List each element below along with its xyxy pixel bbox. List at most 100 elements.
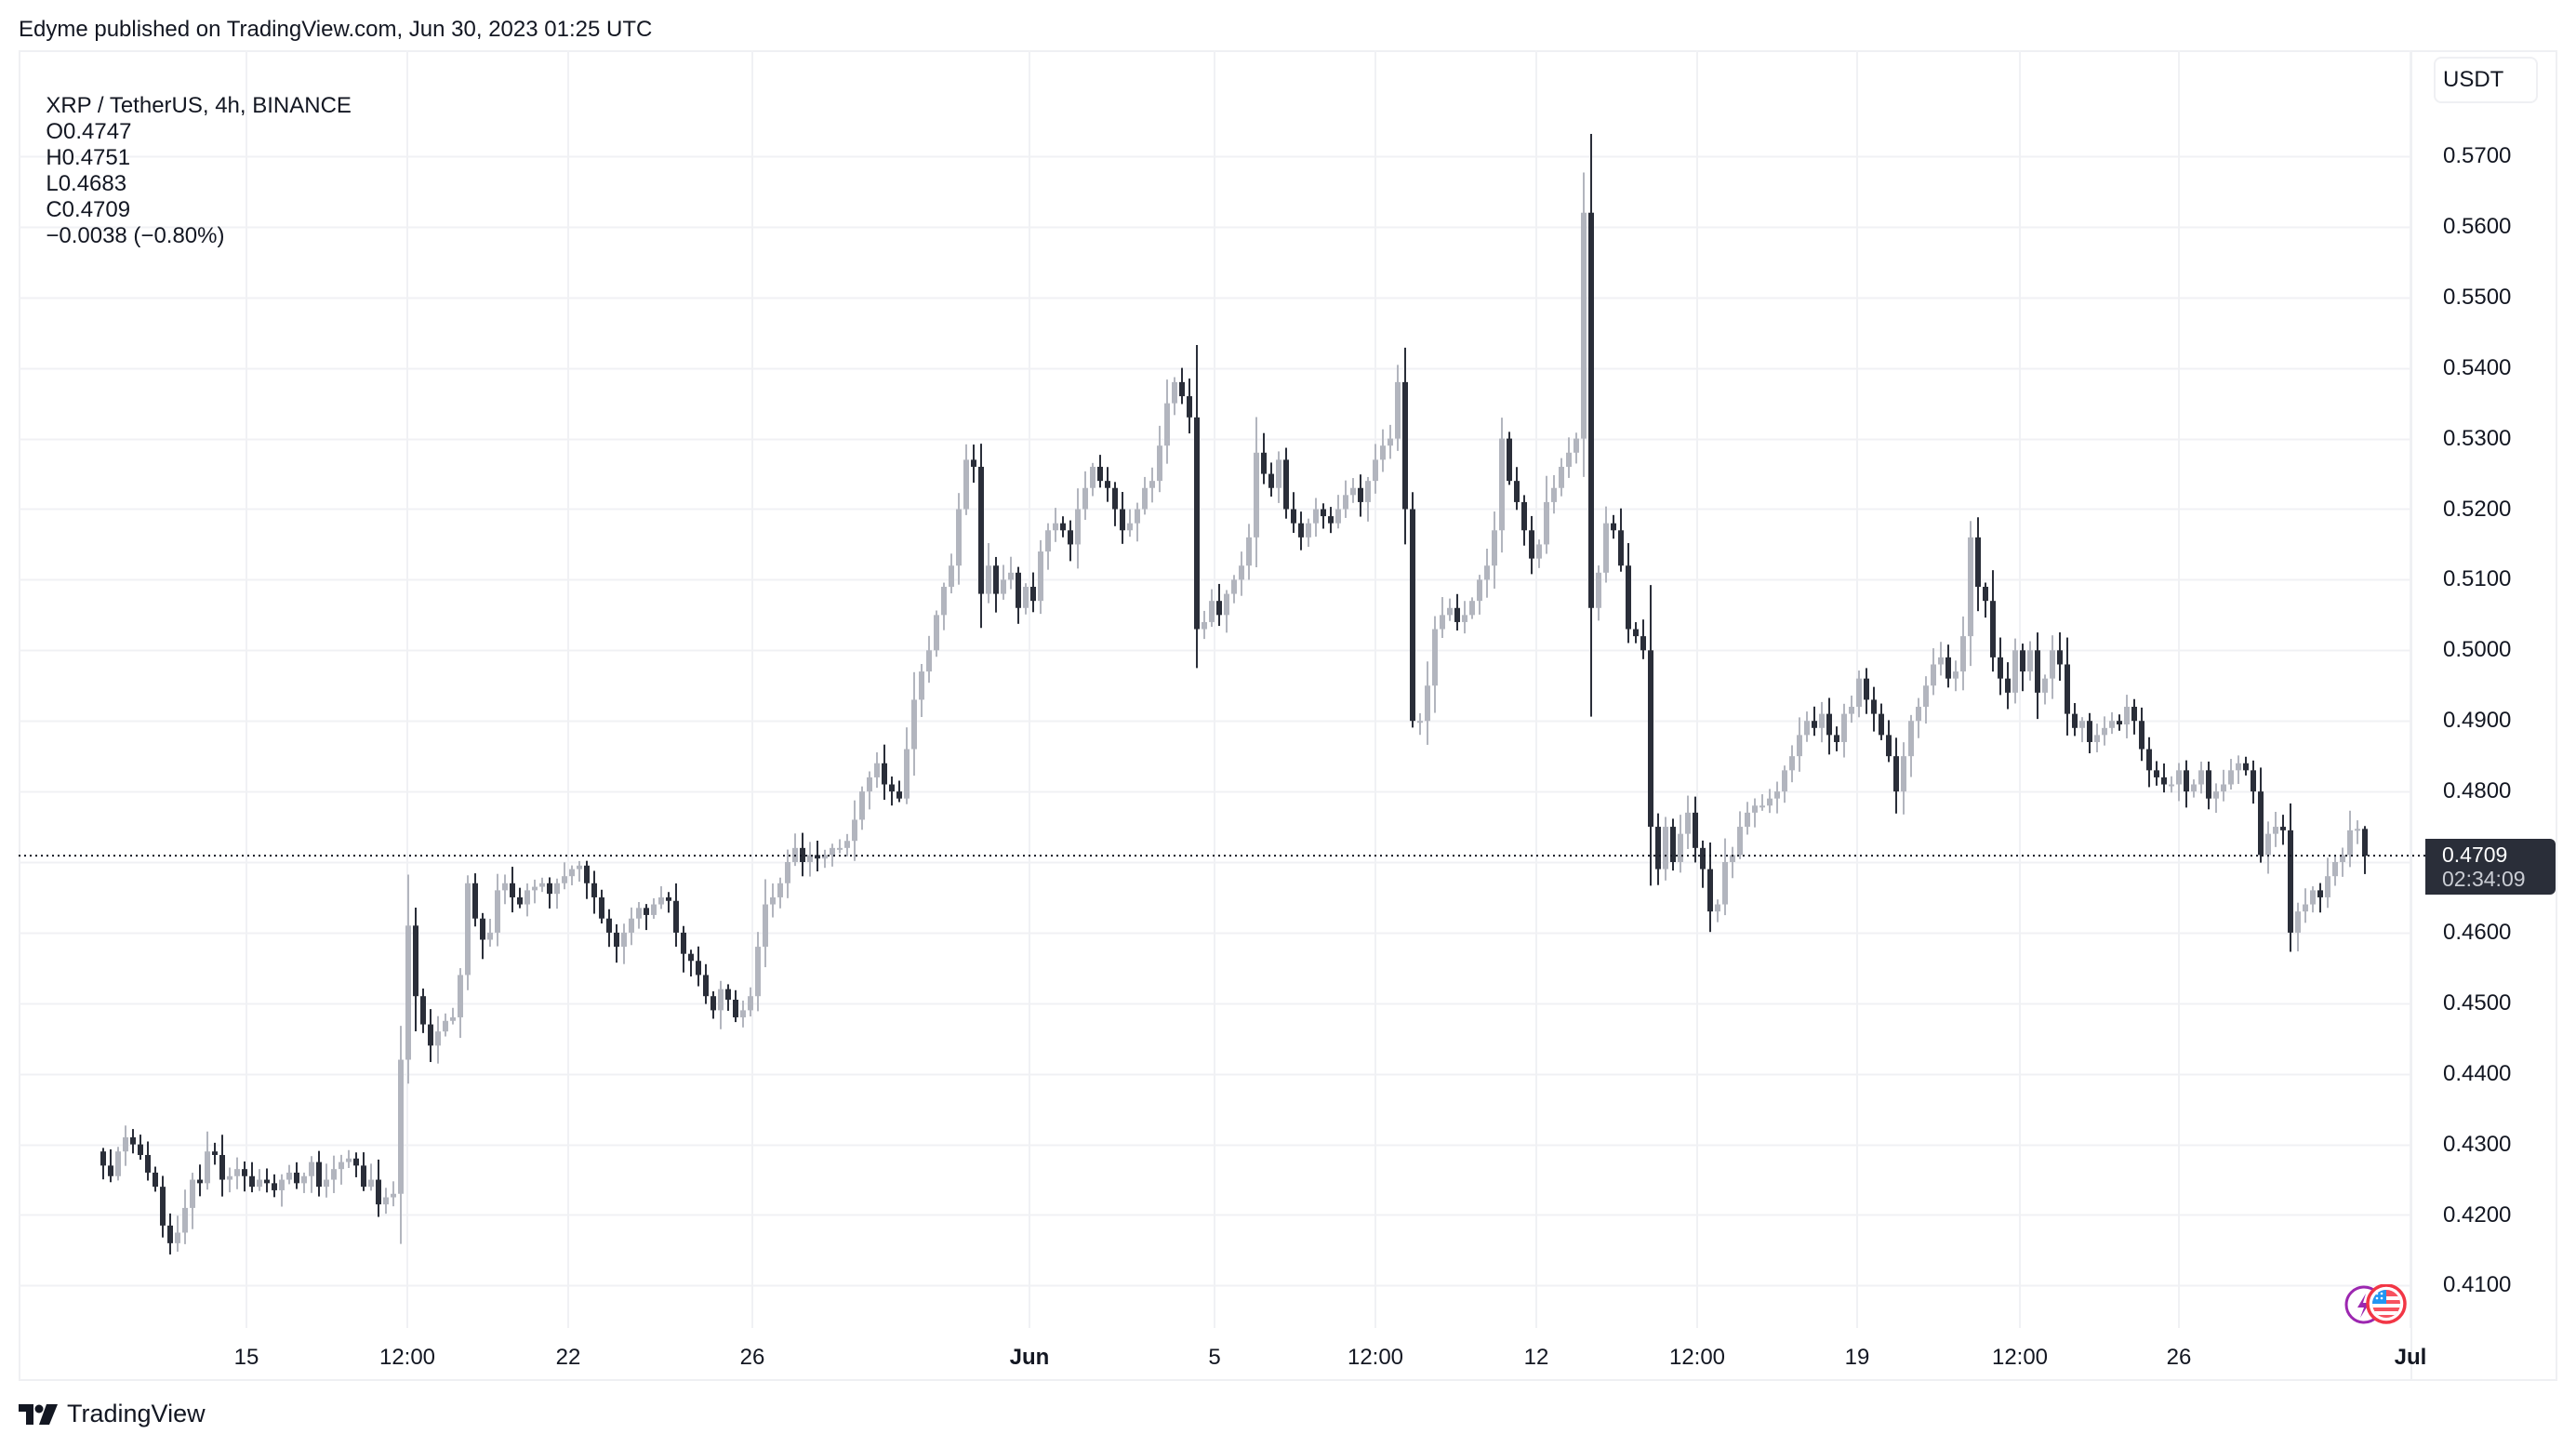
up-candle [2325,857,2330,909]
down-candle [2146,737,2152,788]
symbol-name: XRP / TetherUS, 4h, BINANCE [46,93,352,118]
down-candle [167,1213,173,1255]
up-candle [934,610,939,657]
up-candle [1306,518,1311,548]
up-candle [2176,763,2182,802]
up-candle [763,879,768,968]
up-candle [1931,648,1936,696]
down-candle [420,989,426,1033]
up-candle [2355,820,2360,844]
up-candle [807,842,813,877]
price-tick-label: 0.5500 [2443,284,2512,310]
economic-events-icon[interactable] [2344,1284,2409,1325]
up-candle [115,1147,121,1181]
down-candle [1834,726,1839,751]
down-candle [1670,818,1676,871]
down-candle [100,1148,106,1180]
up-candle [1276,451,1281,503]
up-candle [1075,488,1081,569]
up-candle [2050,635,2055,699]
up-candle [577,860,582,883]
current-price-tag: 0.4709 02:34:09 [2425,839,2556,895]
time-tick-label: 12 [1523,1345,1549,1370]
tradingview-branding[interactable]: TradingView [19,1400,206,1428]
down-candle [197,1164,203,1197]
up-candle [2169,776,2174,793]
price-tick-label: 0.4100 [2443,1272,2512,1298]
up-candle [502,874,508,905]
currency-selector[interactable]: USDT [2434,57,2538,103]
up-candle [1782,765,1787,803]
up-candle [792,833,798,867]
up-candle [1960,616,1966,691]
down-candle [1812,706,1817,737]
up-candle [1566,437,1572,478]
up-candle [1023,583,1029,615]
up-candle [524,883,530,917]
down-candle [644,904,649,931]
down-candle [882,744,887,801]
down-candle [1291,492,1296,534]
up-candle [1142,476,1148,515]
up-candle [1462,601,1467,634]
time-tick-label: Jun [1009,1345,1050,1370]
up-candle [1224,590,1229,633]
up-candle [1045,523,1051,570]
up-candle [2079,717,2085,743]
down-candle [1655,813,1661,885]
up-candle [941,582,947,631]
up-candle [822,849,828,869]
ohlc-open: O0.4747 [46,119,132,144]
up-candle [1135,502,1140,542]
time-tick-label: Jul [2394,1345,2427,1370]
up-candle [1492,511,1497,589]
up-candle [1722,838,1728,916]
up-candle [1559,458,1564,497]
down-candle [480,912,485,960]
down-candle [591,870,597,914]
up-candle [2236,755,2241,784]
down-candle [1328,507,1334,534]
down-candle [428,1009,433,1063]
down-candle [2161,763,2167,793]
down-candle [696,946,701,987]
down-candle [1187,378,1192,434]
up-candle [324,1163,329,1198]
price-tick-label: 0.4200 [2443,1201,2512,1228]
up-candle [1849,695,1854,724]
up-candle [1551,474,1557,514]
up-candle [1373,444,1378,494]
up-candle [1767,789,1773,814]
up-candle [1752,798,1758,828]
down-candle [1097,455,1103,488]
down-candle [1321,503,1326,529]
down-candle [1216,583,1222,627]
up-candle [1425,661,1430,745]
up-candle [234,1157,240,1189]
down-candle [1105,467,1110,502]
down-candle [606,909,612,948]
up-candle [1090,462,1095,497]
up-candle [1730,846,1735,879]
down-candle [1030,572,1036,613]
down-candle [212,1142,218,1165]
price-tick-label: 0.4400 [2443,1060,2512,1086]
up-candle [1737,811,1743,859]
down-candle [2206,761,2211,810]
up-candle [770,883,776,918]
up-candle [450,1007,456,1025]
down-candle [1454,593,1460,631]
up-candle [1231,575,1237,604]
down-candle [1983,582,1988,618]
down-candle [2131,698,2137,735]
up-candle [2027,641,2033,681]
down-candle [1016,566,1021,624]
down-candle [800,832,805,877]
down-candle [1068,520,1073,562]
down-candle [1626,543,1631,644]
up-candle [1581,172,1587,477]
up-candle [830,843,835,867]
down-candle [1194,344,1200,669]
down-candle [681,925,686,973]
